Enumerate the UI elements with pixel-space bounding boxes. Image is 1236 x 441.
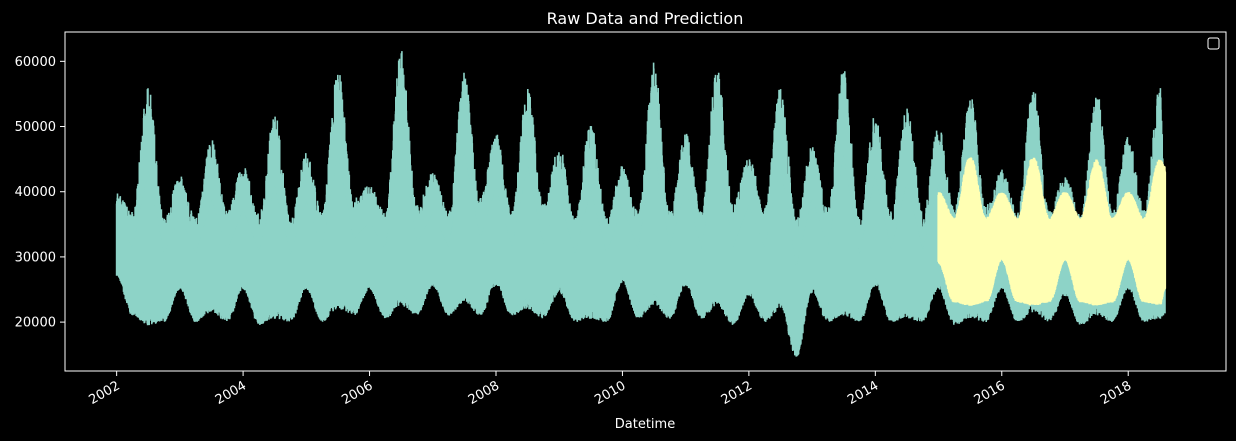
y-tick-label: 50000: [15, 120, 56, 135]
chart-title: Raw Data and Prediction: [547, 9, 744, 28]
x-tick-label: 2012: [719, 378, 755, 408]
x-tick-label: 2006: [339, 378, 375, 408]
x-tick-label: 2018: [1098, 378, 1134, 408]
y-axis: 20000 30000 40000 50000 60000: [15, 55, 65, 331]
series-prediction-core: [938, 208, 1166, 299]
y-tick-label: 40000: [15, 185, 56, 200]
plot-area: [115, 51, 1167, 357]
legend-box: [1207, 37, 1220, 50]
x-tick-label: 2014: [845, 378, 881, 408]
series-raw-core: [116, 138, 1166, 351]
x-tick-label: 2008: [466, 378, 502, 408]
x-tick-label: 2004: [213, 378, 249, 408]
y-tick-label: 60000: [15, 55, 56, 70]
plot-frame: [64, 31, 1227, 372]
x-tick-label: 2016: [972, 378, 1008, 408]
series-prediction: [937, 157, 1167, 306]
x-tick-label: 2002: [86, 378, 122, 408]
x-axis: 2002 2004 2006 2008 2010 2012 2014 2016 2018: [86, 371, 1134, 408]
x-axis-label: Datetime: [615, 417, 675, 432]
x-tick-label: 2010: [592, 378, 628, 408]
y-tick-label: 30000: [15, 250, 56, 265]
series-raw: [115, 51, 1166, 357]
y-tick-label: 20000: [15, 316, 56, 331]
